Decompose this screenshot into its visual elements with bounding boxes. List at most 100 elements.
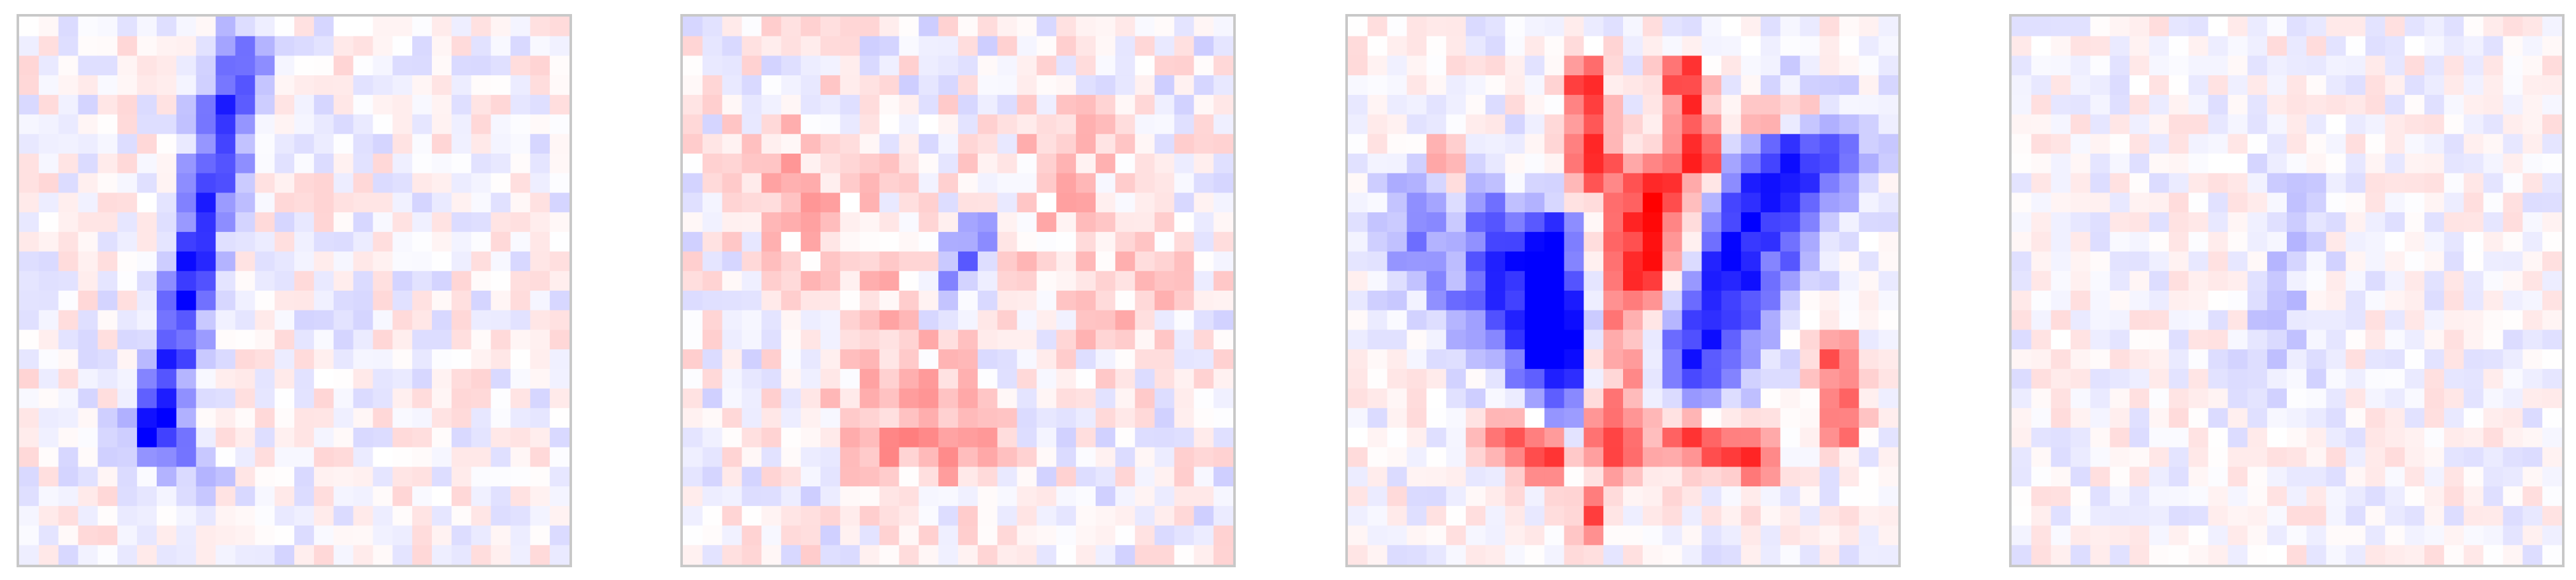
heatmap-cell — [1878, 251, 1899, 272]
heatmap-cell — [1134, 349, 1156, 370]
heatmap-cell — [1701, 94, 1722, 115]
heatmap-cell — [997, 291, 1018, 311]
heatmap-cell — [2483, 154, 2504, 174]
heatmap-cell — [2070, 525, 2091, 546]
heatmap-cell — [2444, 505, 2465, 526]
heatmap-cell — [2405, 525, 2425, 546]
heatmap-cell — [899, 271, 919, 291]
heatmap-cell — [294, 408, 315, 428]
heatmap-cell — [2129, 545, 2150, 565]
heatmap-cell — [176, 291, 197, 311]
heatmap-cell — [1017, 447, 1038, 468]
heatmap-cell — [2228, 55, 2248, 76]
heatmap-cell — [1115, 75, 1136, 96]
heatmap-cell — [373, 134, 393, 154]
heatmap-cell — [2188, 486, 2209, 507]
heatmap-cell — [1387, 505, 1408, 526]
heatmap-cell — [1056, 330, 1077, 350]
heatmap-cell — [2110, 368, 2130, 389]
heatmap-cell — [176, 251, 197, 272]
heatmap-cell — [2031, 36, 2052, 57]
heatmap-cell — [1194, 173, 1214, 194]
heatmap-cell — [1662, 212, 1683, 233]
heatmap-cell — [1367, 486, 1388, 507]
heatmap-cell — [1642, 231, 1663, 252]
heatmap-cell — [255, 408, 275, 428]
heatmap-cell — [176, 173, 197, 194]
heatmap-cell — [1623, 408, 1643, 428]
heatmap-cell — [510, 408, 531, 428]
heatmap-cell — [353, 173, 374, 194]
heatmap-cell — [2542, 212, 2563, 233]
heatmap-cell — [2031, 349, 2052, 370]
heatmap-cell — [2522, 75, 2543, 96]
heatmap-cell — [1017, 251, 1038, 272]
heatmap-cell — [117, 467, 138, 487]
heatmap-cell — [490, 55, 512, 76]
heatmap-cell — [1505, 447, 1526, 468]
heatmap-cell — [2483, 75, 2504, 96]
heatmap-cell — [1505, 55, 1526, 76]
heatmap-cell — [1721, 212, 1742, 233]
heatmap-cell — [2208, 349, 2229, 370]
heatmap-cell — [2542, 330, 2563, 350]
heatmap-cell — [820, 388, 841, 409]
heatmap-cell — [899, 545, 919, 565]
heatmap-cell — [2070, 408, 2091, 428]
heatmap-cell — [97, 134, 118, 154]
heatmap-cell — [530, 114, 550, 134]
heatmap-cell — [938, 310, 959, 331]
heatmap-cell — [117, 349, 138, 370]
heatmap-cell — [2405, 251, 2425, 272]
heatmap-cell — [1194, 75, 1214, 96]
heatmap-cell — [2050, 368, 2072, 389]
heatmap-cell — [1213, 231, 1234, 252]
heatmap-cell — [879, 330, 900, 350]
heatmap-cell — [1878, 388, 1899, 409]
heatmap-cell — [1584, 114, 1604, 134]
heatmap-cell — [1761, 467, 1781, 487]
heatmap-cell — [196, 388, 217, 409]
heatmap-cell — [490, 408, 512, 428]
heatmap-cell — [2483, 251, 2504, 272]
heatmap-cell — [1544, 173, 1565, 194]
heatmap-cell — [2012, 388, 2032, 409]
heatmap-cell — [2365, 36, 2386, 57]
heatmap-cell — [333, 330, 354, 350]
heatmap-cell — [722, 271, 743, 291]
heatmap-cell — [859, 330, 880, 350]
heatmap-cell — [1096, 545, 1116, 565]
heatmap-cell — [1642, 251, 1663, 272]
heatmap-cell — [255, 505, 275, 526]
heatmap-cell — [1367, 330, 1388, 350]
heatmap-cell — [2463, 55, 2484, 76]
heatmap-cell — [977, 173, 998, 194]
heatmap-cell — [2050, 525, 2072, 546]
heatmap-cell — [1348, 251, 1368, 272]
heatmap-cell — [137, 17, 157, 37]
heatmap-cell — [432, 55, 452, 76]
heatmap-cell — [137, 349, 157, 370]
heatmap-cell — [19, 231, 39, 252]
heatmap-cell — [97, 330, 118, 350]
heatmap-cell — [1036, 486, 1057, 507]
heatmap-cell — [938, 368, 959, 389]
heatmap-cell — [2522, 330, 2543, 350]
heatmap-cell — [741, 134, 762, 154]
heatmap-cell — [1017, 349, 1038, 370]
heatmap-cell — [2050, 55, 2072, 76]
heatmap-cell — [1819, 525, 1840, 546]
heatmap-cell — [353, 291, 374, 311]
heatmap-cell — [2012, 75, 2032, 96]
heatmap-cell — [117, 310, 138, 331]
heatmap-cell — [2542, 349, 2563, 370]
heatmap-cell — [2345, 447, 2366, 468]
heatmap-cell — [2542, 271, 2563, 291]
heatmap-cell — [1134, 467, 1156, 487]
heatmap-cell — [275, 173, 295, 194]
heatmap-cell — [1662, 75, 1683, 96]
heatmap-cell — [2168, 75, 2189, 96]
heatmap-cell — [2070, 75, 2091, 96]
heatmap-cell — [2306, 486, 2327, 507]
heatmap-cell — [1017, 36, 1038, 57]
